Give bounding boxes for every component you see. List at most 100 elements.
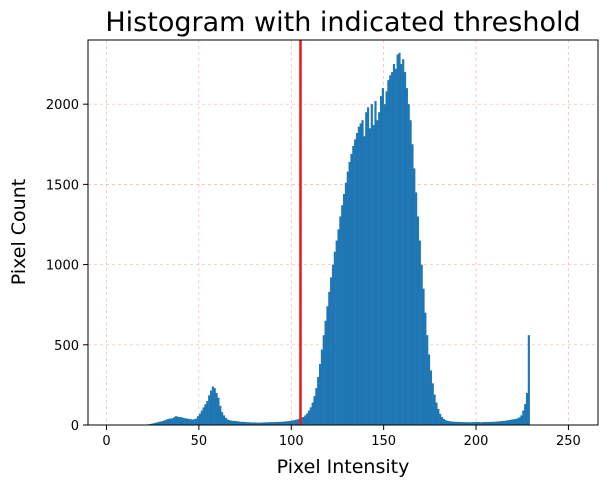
histogram-bar (272, 422, 275, 425)
histogram-bar (472, 422, 475, 425)
histogram-bar (306, 413, 309, 425)
histogram-bar (429, 370, 432, 425)
histogram-bar (415, 192, 418, 425)
histogram-bar (270, 422, 274, 425)
histogram-bar (525, 392, 529, 425)
histogram-bar (468, 422, 471, 425)
histogram-bar (165, 419, 168, 425)
histogram-bar (197, 416, 200, 425)
histogram-bar (466, 422, 469, 425)
histogram-bar (315, 388, 318, 425)
histogram-bar (389, 75, 392, 426)
histogram-bar (160, 421, 163, 425)
histogram-bar (501, 420, 505, 425)
histogram-bars (143, 52, 530, 426)
histogram-bar (381, 88, 384, 425)
histogram-bar (343, 194, 346, 425)
x-tick-label: 100 (279, 434, 304, 449)
histogram-bar (383, 104, 386, 426)
y-tick-label: 2000 (46, 98, 79, 113)
histogram-bar (400, 64, 403, 425)
histogram-bar (494, 421, 497, 425)
histogram-bar (513, 419, 516, 425)
histogram-bar (307, 410, 311, 425)
histogram-bar (256, 422, 259, 425)
histogram-bar (235, 421, 238, 425)
histogram-bar (211, 386, 214, 425)
histogram-bar (274, 421, 277, 425)
histogram-bar (418, 240, 421, 425)
y-tick-label: 1000 (46, 259, 79, 274)
histogram-bar (433, 394, 436, 425)
histogram-bar (289, 420, 292, 425)
chart-title: Histogram with indicated threshold (105, 7, 580, 38)
histogram-bar (324, 320, 327, 425)
histogram-bar (450, 421, 453, 425)
histogram-bar (483, 421, 486, 425)
histogram-bar (221, 412, 224, 425)
histogram-bar (524, 404, 527, 425)
histogram-bar (226, 419, 229, 425)
histogram-bar (187, 418, 190, 425)
histogram-bar (217, 397, 220, 425)
histogram-bar (169, 418, 172, 425)
histogram-bar (239, 421, 242, 425)
histogram-bar (276, 421, 279, 425)
histogram-bar (424, 312, 427, 425)
histogram-bar (355, 133, 359, 425)
histogram-bar (313, 396, 316, 425)
histogram-bar (265, 422, 268, 425)
histogram-bar (304, 415, 307, 425)
histogram-bar (178, 416, 181, 425)
histogram-bar (204, 404, 207, 425)
x-tick-label: 200 (464, 434, 489, 449)
histogram-bar (296, 419, 299, 425)
y-tick-label: 500 (54, 339, 79, 354)
histogram-bar (520, 415, 523, 425)
histogram-bar (387, 80, 390, 426)
histogram-bar (459, 421, 462, 425)
histogram-bar (163, 420, 166, 425)
histogram-bar (402, 59, 405, 425)
histogram-bar (337, 229, 340, 425)
x-axis-label: Pixel Intensity (277, 456, 410, 478)
histogram-bar (252, 422, 255, 425)
x-tick-label: 50 (191, 434, 208, 449)
histogram-bar (278, 421, 281, 425)
histogram-bar (282, 421, 285, 425)
histogram-bar (514, 418, 517, 425)
histogram-bar (248, 422, 251, 425)
histogram-bar (200, 410, 203, 425)
histogram-bar (359, 123, 362, 426)
y-tick-label: 1500 (46, 178, 79, 193)
histogram-bar (487, 421, 490, 425)
histogram-bar (171, 418, 174, 425)
histogram-bar (470, 422, 473, 425)
histogram-bar (331, 264, 335, 425)
histogram-bar (474, 422, 477, 425)
histogram-bar (182, 417, 185, 425)
histogram-bar (219, 405, 222, 425)
histogram-bar (354, 139, 357, 426)
histogram-bar (333, 251, 336, 425)
histogram-bar (330, 277, 333, 425)
histogram-bar (452, 421, 455, 425)
histogram-bar (158, 421, 161, 425)
histogram-bar (209, 390, 213, 425)
histogram-bar (444, 420, 447, 425)
histogram-bar (374, 100, 377, 425)
histogram-bar (352, 145, 355, 425)
x-tick-label: 0 (102, 434, 110, 449)
histogram-bar (341, 205, 344, 425)
histogram-bar (184, 418, 187, 425)
histogram-bar (233, 420, 237, 425)
histogram-bar (189, 419, 192, 425)
histogram-bar (428, 354, 431, 425)
histogram-bar (376, 120, 379, 425)
histogram-bar (245, 422, 248, 425)
histogram-bar (185, 418, 189, 425)
histogram-bar (453, 421, 457, 425)
histogram-bar (198, 413, 202, 425)
histogram-bar (326, 306, 329, 425)
histogram-bar (488, 421, 492, 425)
